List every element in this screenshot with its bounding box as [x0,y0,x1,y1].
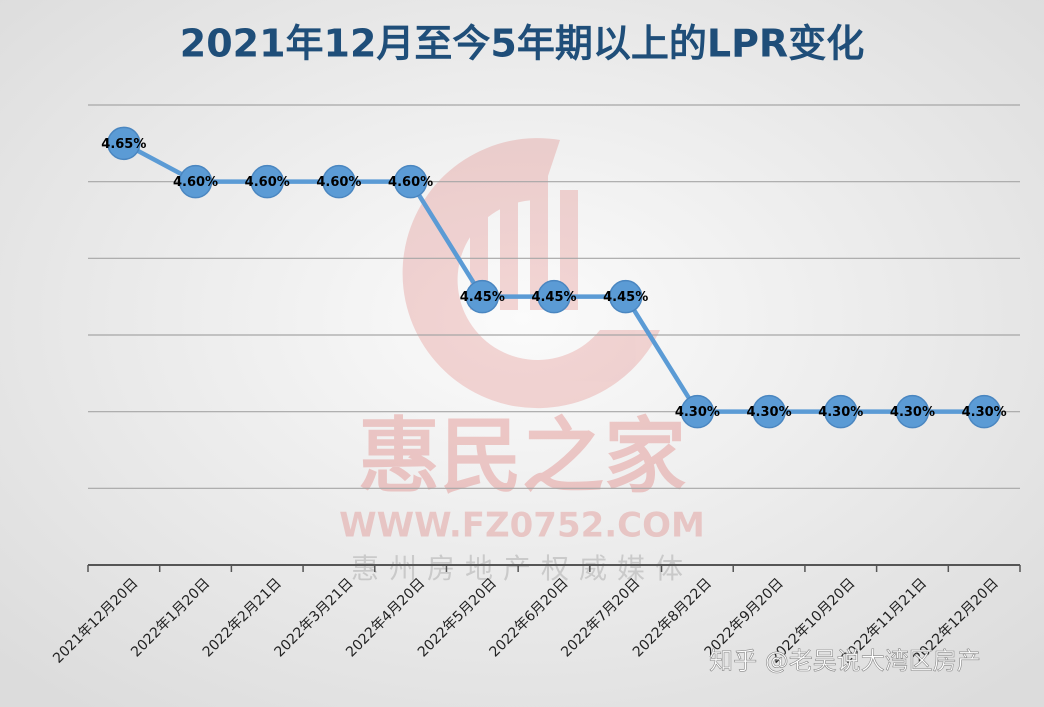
watermark-url: WWW.FZ0752.COM [339,506,705,546]
marker [393,164,428,199]
data-label: 4.30% [747,405,792,420]
chart-title: 2021年12月至今5年期以上的LPR变化 [180,22,864,66]
watermark-source: 知乎 @老吴说大湾区房产 [709,647,981,675]
data-label: 4.30% [675,405,720,420]
marker [752,394,786,429]
marker [967,394,1001,429]
marker [465,279,500,314]
marker [895,394,930,429]
marker [680,394,715,429]
data-label: 4.30% [890,405,935,420]
watermark-brand: 惠民之家 [358,409,686,504]
marker [178,164,213,199]
data-label: 4.60% [388,175,433,190]
marker [537,279,571,314]
marker [250,164,284,199]
marker [107,126,141,161]
data-label: 4.45% [531,290,576,305]
marker [824,394,858,429]
data-label: 4.60% [245,175,290,190]
data-label: 4.30% [818,405,863,420]
data-label: 4.30% [962,405,1007,420]
marker [608,279,643,314]
data-label: 4.65% [101,137,146,152]
data-label: 4.60% [316,175,361,190]
watermark-slogan: 惠州房地产权威媒体 [351,552,693,585]
data-label: 4.45% [460,290,505,305]
data-label: 4.60% [173,175,218,190]
marker [322,164,356,199]
data-label: 4.45% [603,290,648,305]
